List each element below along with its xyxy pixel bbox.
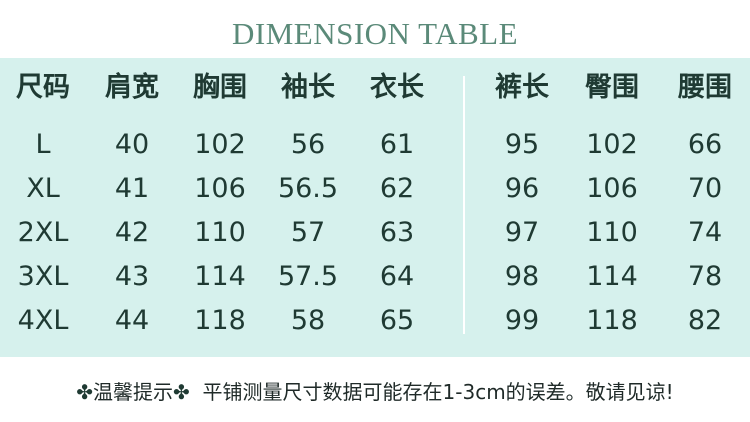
table-cell: 61 [379, 129, 415, 160]
table-cell: 110 [194, 217, 246, 248]
table-cell: 114 [194, 261, 246, 292]
table-cell: 118 [194, 305, 246, 336]
size-label: XL [26, 173, 60, 204]
table-cell: 43 [114, 261, 150, 292]
tip-note: ✤温馨提示✤ 平铺测量尺寸数据可能存在1-3cm的误差。敬请见谅! [0, 376, 750, 405]
clover-flower-icon: ✤ [173, 380, 190, 404]
table-cell: 96 [504, 173, 540, 204]
page-title: DIMENSION TABLE [231, 16, 518, 51]
table-cell: 98 [504, 261, 540, 292]
size-label: 2XL [17, 217, 69, 248]
table-cell: 106 [194, 173, 246, 204]
column-divider [463, 76, 465, 334]
table-cell: 82 [687, 305, 723, 336]
table-cell: 66 [687, 129, 723, 160]
table-cell: 110 [586, 217, 638, 248]
table-cell: 58 [290, 305, 326, 336]
table-cell: 63 [379, 217, 415, 248]
table-cell: 57.5 [277, 261, 339, 292]
table-cell: 114 [586, 261, 638, 292]
table-cell: 78 [687, 261, 723, 292]
column-header: 胸围 [193, 72, 247, 103]
table-cell: 41 [114, 173, 150, 204]
dimension-table [0, 58, 750, 357]
table-cell: 56 [290, 129, 326, 160]
column-header: 尺码 [16, 72, 70, 103]
column-header: 腰围 [678, 72, 732, 103]
table-cell: 70 [687, 173, 723, 204]
table-cell: 42 [114, 217, 150, 248]
table-cell: 102 [586, 129, 638, 160]
table-cell: 64 [379, 261, 415, 292]
table-cell: 62 [379, 173, 415, 204]
table-cell: 65 [379, 305, 415, 336]
clover-flower-icon: ✤ [76, 380, 94, 404]
table-cell: 74 [687, 217, 723, 248]
column-header: 裤长 [495, 72, 549, 103]
table-cell: 97 [504, 217, 540, 248]
size-label: L [35, 129, 51, 160]
table-cell: 95 [504, 129, 540, 160]
table-cell: 56.5 [277, 173, 339, 204]
table-cell: 57 [290, 217, 326, 248]
tip-label: 温馨提示 [93, 380, 174, 404]
table-cell: 106 [586, 173, 638, 204]
table-cell: 102 [194, 129, 246, 160]
table-cell: 118 [586, 305, 638, 336]
table-cell: 44 [114, 305, 150, 336]
size-label: 4XL [17, 305, 69, 336]
column-header: 臀围 [585, 72, 639, 103]
table-cell: 40 [114, 129, 150, 160]
column-header: 肩宽 [105, 72, 159, 103]
column-header: 袖长 [281, 72, 335, 103]
table-cell: 99 [504, 305, 540, 336]
column-header: 衣长 [370, 72, 424, 103]
size-label: 3XL [17, 261, 69, 292]
tip-text: 平铺测量尺寸数据可能存在1-3cm的误差。敬请见谅! [202, 380, 674, 404]
